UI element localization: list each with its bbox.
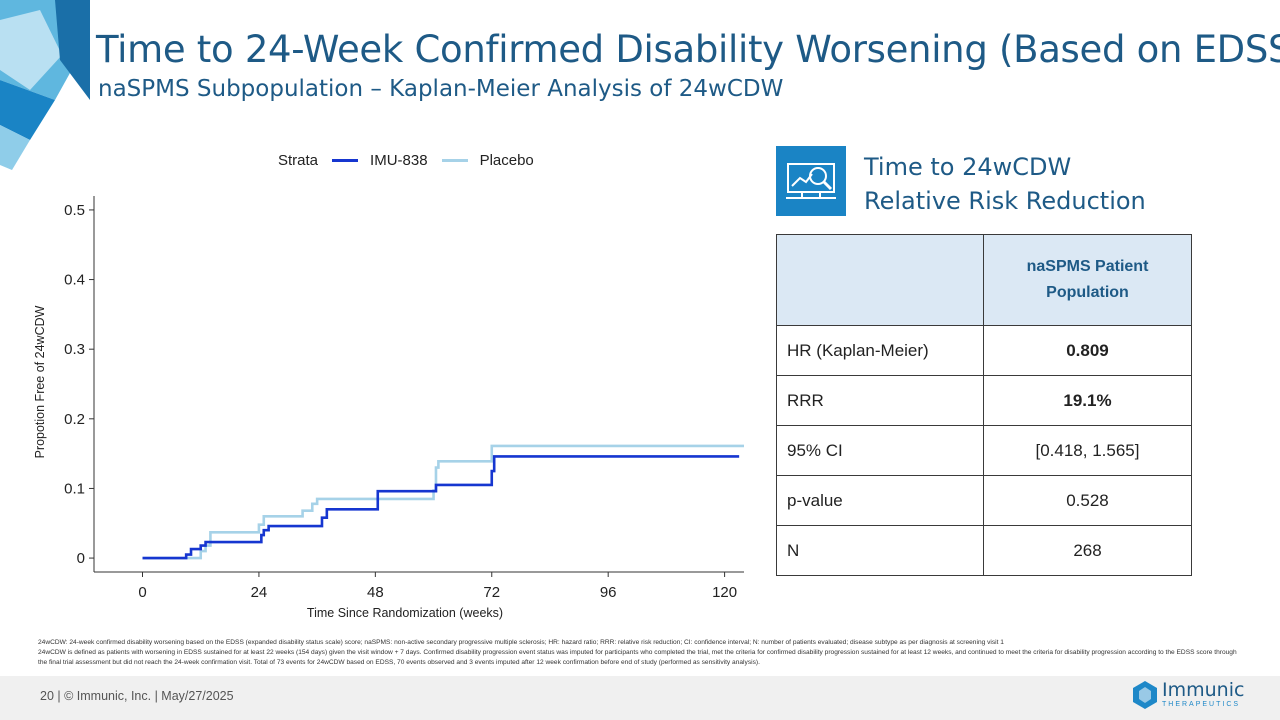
y-tick-label: 0.1 (64, 480, 85, 497)
magnifier-chart-icon (786, 163, 836, 199)
footnote-1: 24wCDW: 24-week confirmed disability wor… (38, 639, 1004, 646)
x-tick-label: 0 (138, 584, 146, 601)
row-value-rrr: 19.1% (983, 375, 1192, 426)
x-tick-label: 24 (251, 584, 268, 601)
legend-swatch-placebo (441, 159, 468, 162)
table-row: 95% CI [0.418, 1.565] (776, 425, 1192, 476)
row-label-n: N (776, 525, 984, 576)
table-row: N 268 (776, 525, 1192, 576)
logo-subtitle: THERAPEUTICS (1162, 701, 1241, 708)
kpi-title-line1: Time to 24wCDW (864, 153, 1072, 181)
y-tick-label: 0.5 (64, 202, 85, 219)
kpi-title-line2: Relative Risk Reduction (864, 187, 1146, 215)
km-chart: 0 0.1 0.2 0.3 0.4 0.5 0 24 48 72 96 120 Time Since R… (33, 196, 744, 620)
results-table: naSPMS Patient Population HR (Kaplan-Mei… (776, 234, 1192, 576)
logo-name: Immunic (1162, 679, 1245, 701)
footnote-2: 24wCDW is defined as patients with worse… (38, 649, 1237, 666)
corner-decoration (0, 0, 90, 170)
x-tick-label: 120 (712, 584, 737, 601)
km-series-imu-838 (142, 455, 740, 560)
kpi-title: Time to 24wCDW Relative Risk Reduction (864, 150, 1146, 218)
row-value-pvalue: 0.528 (983, 475, 1192, 526)
table-row: RRR 19.1% (776, 375, 1192, 426)
company-logo: Immunic THERAPEUTICS (1132, 680, 1244, 710)
row-label-hr: HR (Kaplan-Meier) (776, 325, 984, 376)
legend-label-imu838: IMU-838 (370, 152, 428, 169)
kpi-icon-box (776, 146, 846, 216)
table-row: HR (Kaplan-Meier) 0.809 (776, 325, 1192, 376)
table-header-population: naSPMS Patient Population (983, 234, 1192, 326)
logo-mark-icon (1133, 681, 1157, 709)
row-value-hr: 0.809 (983, 325, 1192, 376)
table-header-line2: Population (1046, 284, 1129, 301)
row-label-rrr: RRR (776, 375, 984, 426)
chart-legend: Strata IMU-838 Placebo (278, 152, 534, 169)
footnotes: 24wCDW: 24-week confirmed disability wor… (38, 638, 1238, 668)
legend-strata-label: Strata (278, 152, 319, 169)
row-value-n: 268 (983, 525, 1192, 576)
x-tick-label: 48 (367, 584, 384, 601)
x-tick-label: 72 (483, 584, 500, 601)
y-tick-label: 0.2 (64, 411, 85, 428)
legend-label-placebo: Placebo (479, 152, 534, 169)
row-value-ci: [0.418, 1.565] (983, 425, 1192, 476)
footer-text: 20 | © Immunic, Inc. | May/27/2025 (40, 689, 234, 703)
legend-swatch-imu838 (332, 159, 359, 162)
row-label-ci: 95% CI (776, 425, 984, 476)
page-subtitle: naSPMS Subpopulation – Kaplan-Meier Anal… (98, 76, 784, 102)
table-header-line1: naSPMS Patient (1026, 258, 1149, 275)
y-axis-label: Propotion Free of 24wCDW (33, 305, 47, 458)
table-row: p-value 0.528 (776, 475, 1192, 526)
y-tick-label: 0 (77, 550, 85, 567)
x-axis-label: Time Since Randomization (weeks) (307, 606, 503, 620)
footer-bar (0, 676, 1280, 720)
page-title: Time to 24-Week Confirmed Disability Wor… (96, 28, 1280, 71)
y-tick-label: 0.3 (64, 341, 85, 358)
x-tick-label: 96 (600, 584, 617, 601)
row-label-pvalue: p-value (776, 475, 984, 526)
y-tick-label: 0.4 (64, 272, 85, 289)
table-header-row: naSPMS Patient Population (776, 234, 1192, 326)
table-header-empty (776, 234, 984, 326)
